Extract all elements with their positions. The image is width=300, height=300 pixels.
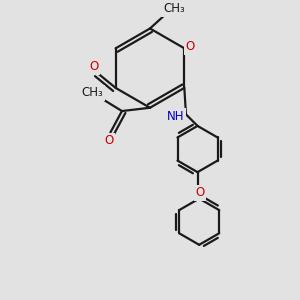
Text: NH: NH	[167, 110, 185, 122]
Text: O: O	[90, 60, 99, 73]
Text: O: O	[196, 187, 205, 200]
Text: CH₃: CH₃	[163, 2, 185, 15]
Text: O: O	[186, 40, 195, 53]
Text: O: O	[104, 134, 113, 147]
Text: CH₃: CH₃	[81, 86, 103, 99]
